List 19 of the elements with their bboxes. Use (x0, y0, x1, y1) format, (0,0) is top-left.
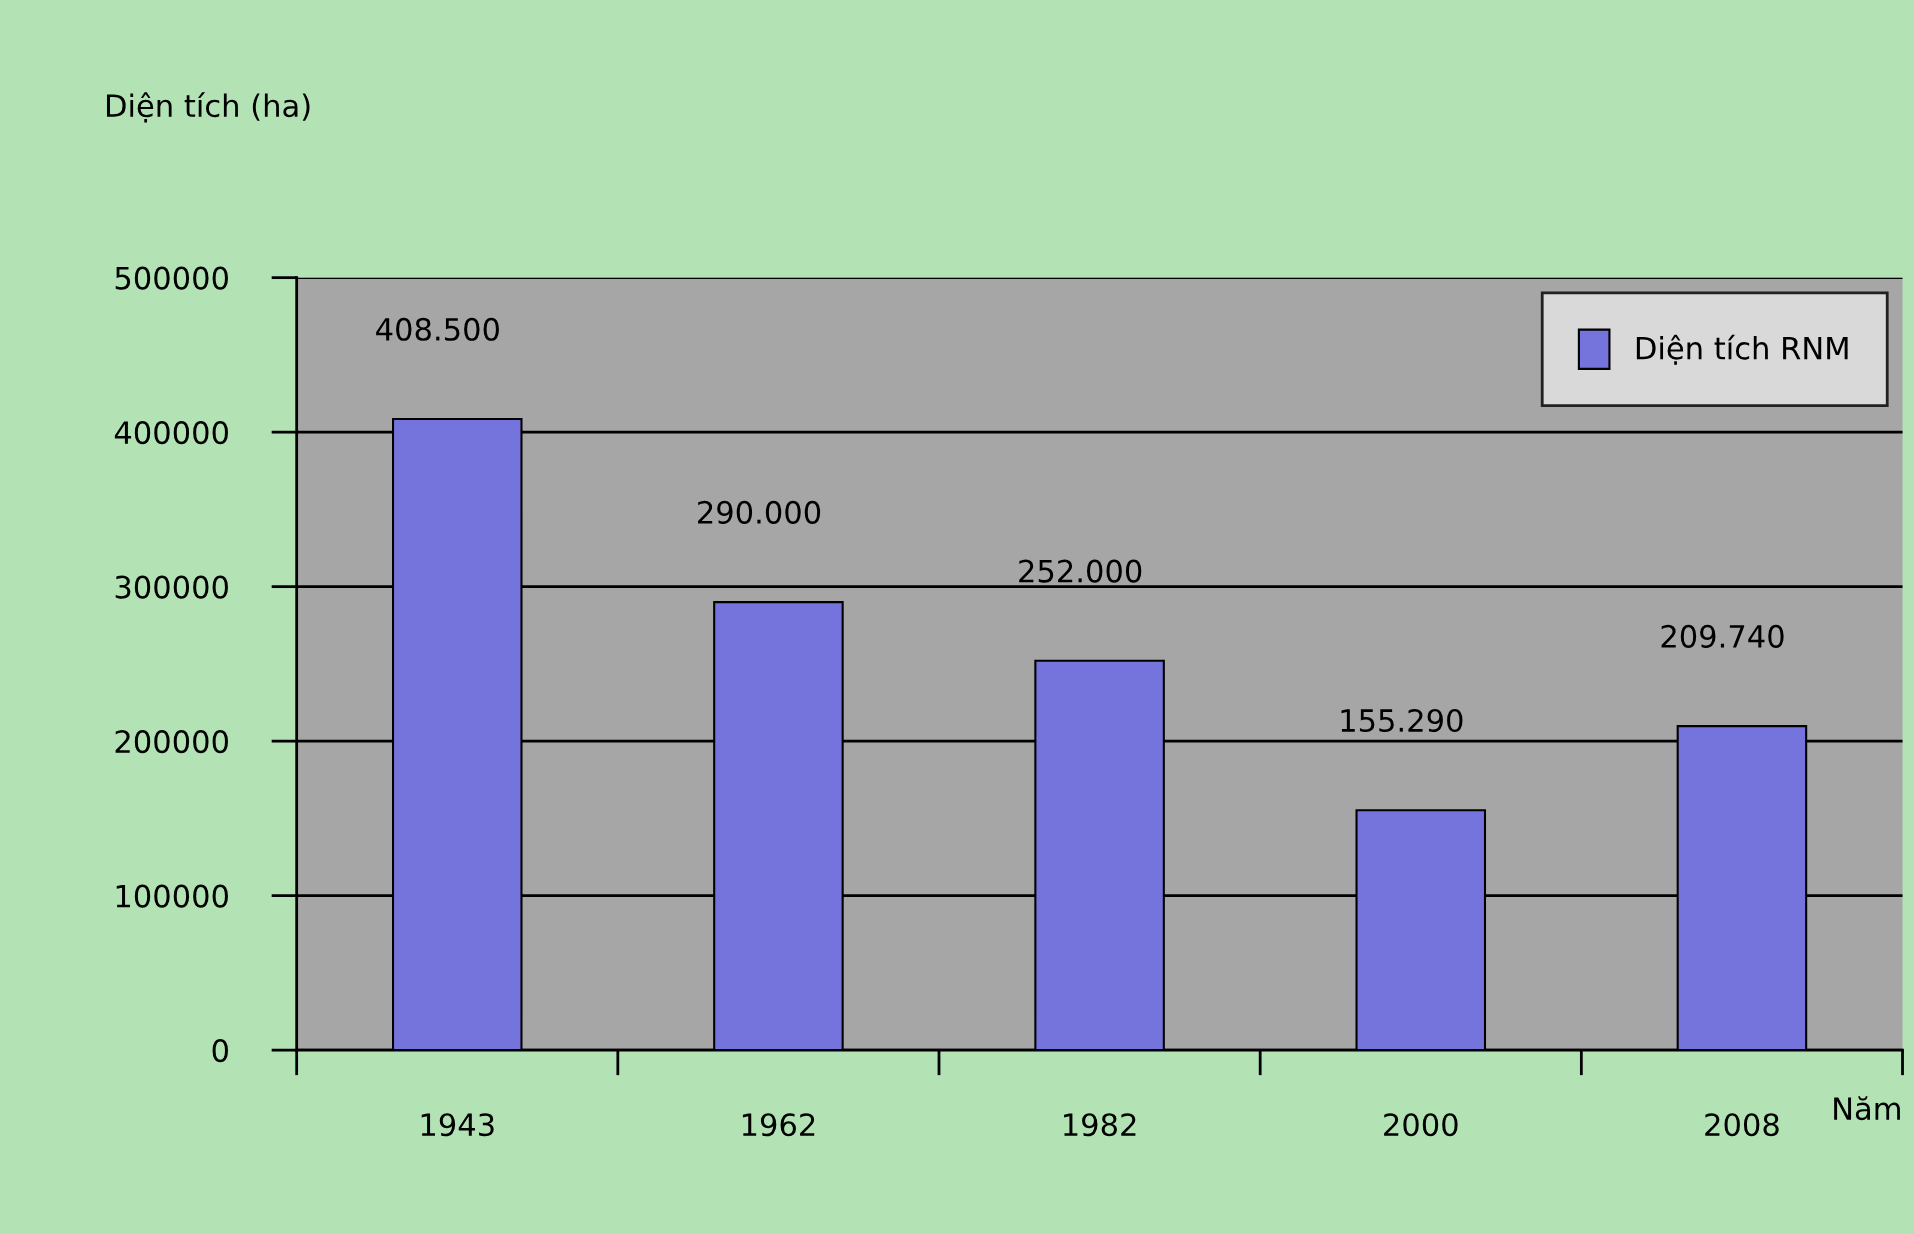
data-label: 252.000 (1019, 559, 1142, 583)
data-label: 408.500 (376, 317, 499, 341)
data-label: 155.290 (1341, 708, 1463, 733)
y-tick-label: 400000 (114, 421, 228, 445)
legend-label: Diện tích RNM (1636, 334, 1848, 365)
x-tick-label: 1943 (421, 1113, 494, 1137)
y-tick-label: 300000 (115, 575, 228, 599)
y-tick-label: 100000 (116, 884, 228, 908)
x-tick-label: 2000 (1384, 1113, 1458, 1137)
data-label: 209.740 (1661, 624, 1784, 648)
x-axis-title: Năm (1834, 1096, 1900, 1121)
y-tick-label: 0 (212, 1039, 228, 1063)
x-tick-label: 2008 (1705, 1113, 1779, 1137)
x-tick-label: 1962 (742, 1113, 815, 1137)
data-label: 290.000 (698, 500, 821, 524)
y-axis-title: Diện tích (ha) (106, 92, 310, 123)
y-tick-label: 500000 (115, 266, 228, 290)
x-tick-label: 1982 (1064, 1113, 1136, 1137)
y-tick-label: 200000 (115, 730, 228, 754)
